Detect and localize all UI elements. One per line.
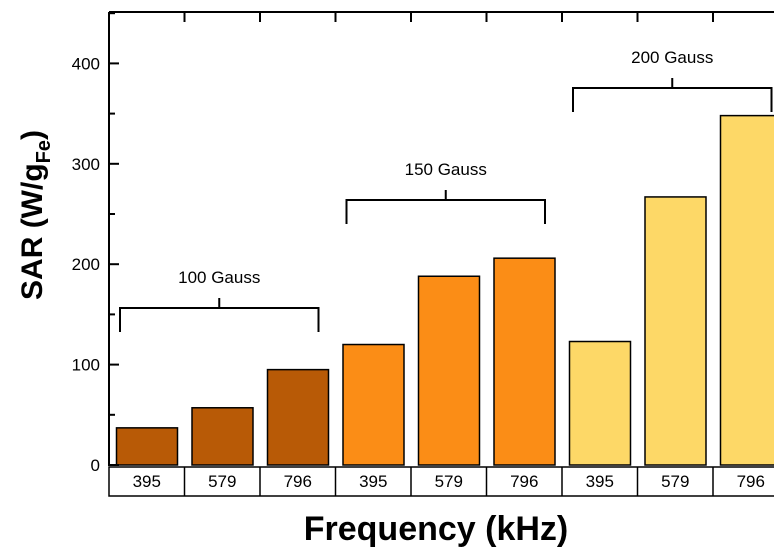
y-axis-ticks: 0 100 200 300 400	[72, 12, 119, 475]
category-label: 579	[661, 472, 689, 491]
group-bracket	[572, 78, 773, 112]
bar-150-gauss-796	[493, 257, 556, 466]
bar-150-gauss-579	[417, 275, 481, 466]
bar-200-gauss-579	[644, 196, 707, 466]
y-axis-title-subscript: Fe	[33, 140, 55, 163]
plot-frame	[108, 11, 774, 466]
y-tick-label: 0	[91, 456, 100, 475]
category-label: 796	[510, 472, 538, 491]
bar-150-gauss-395	[342, 343, 405, 466]
bar-200-gauss-395	[568, 340, 632, 466]
bar-100-gauss-579	[191, 407, 254, 466]
group-label: 200 Gauss	[631, 48, 713, 67]
category-label: 579	[435, 472, 463, 491]
group-bracket	[119, 298, 320, 332]
y-axis-title: SAR (W/gFe)	[16, 130, 55, 300]
y-tick-label: 100	[72, 356, 100, 375]
x-axis-title: Frequency (kHz)	[304, 510, 569, 548]
group-brackets: 100 Gauss 150 Gauss 200 Gauss	[119, 48, 773, 332]
category-label: 579	[208, 472, 236, 491]
bar-100-gauss-395	[115, 427, 179, 466]
top-axis-ticks	[183, 12, 714, 22]
y-tick-label: 300	[72, 155, 100, 174]
group-label: 150 Gauss	[405, 160, 487, 179]
category-label-strip	[108, 466, 774, 497]
category-labels: 395 579 796 395 579 796 395 579 796	[108, 466, 774, 497]
category-label: 796	[284, 472, 312, 491]
group-label: 100 Gauss	[178, 268, 260, 287]
bar-200-gauss-796	[719, 114, 774, 466]
y-axis-title-main: SAR (W/g	[16, 163, 49, 300]
y-axis-title-close: )	[16, 130, 49, 140]
bar-group	[115, 114, 774, 466]
y-tick-label: 400	[72, 54, 100, 73]
bar-100-gauss-796	[266, 368, 330, 466]
category-label: 395	[133, 472, 161, 491]
group-bracket	[345, 190, 546, 224]
y-tick-label: 200	[72, 255, 100, 274]
category-label: 796	[737, 472, 765, 491]
category-label: 395	[586, 472, 614, 491]
category-label: 395	[359, 472, 387, 491]
